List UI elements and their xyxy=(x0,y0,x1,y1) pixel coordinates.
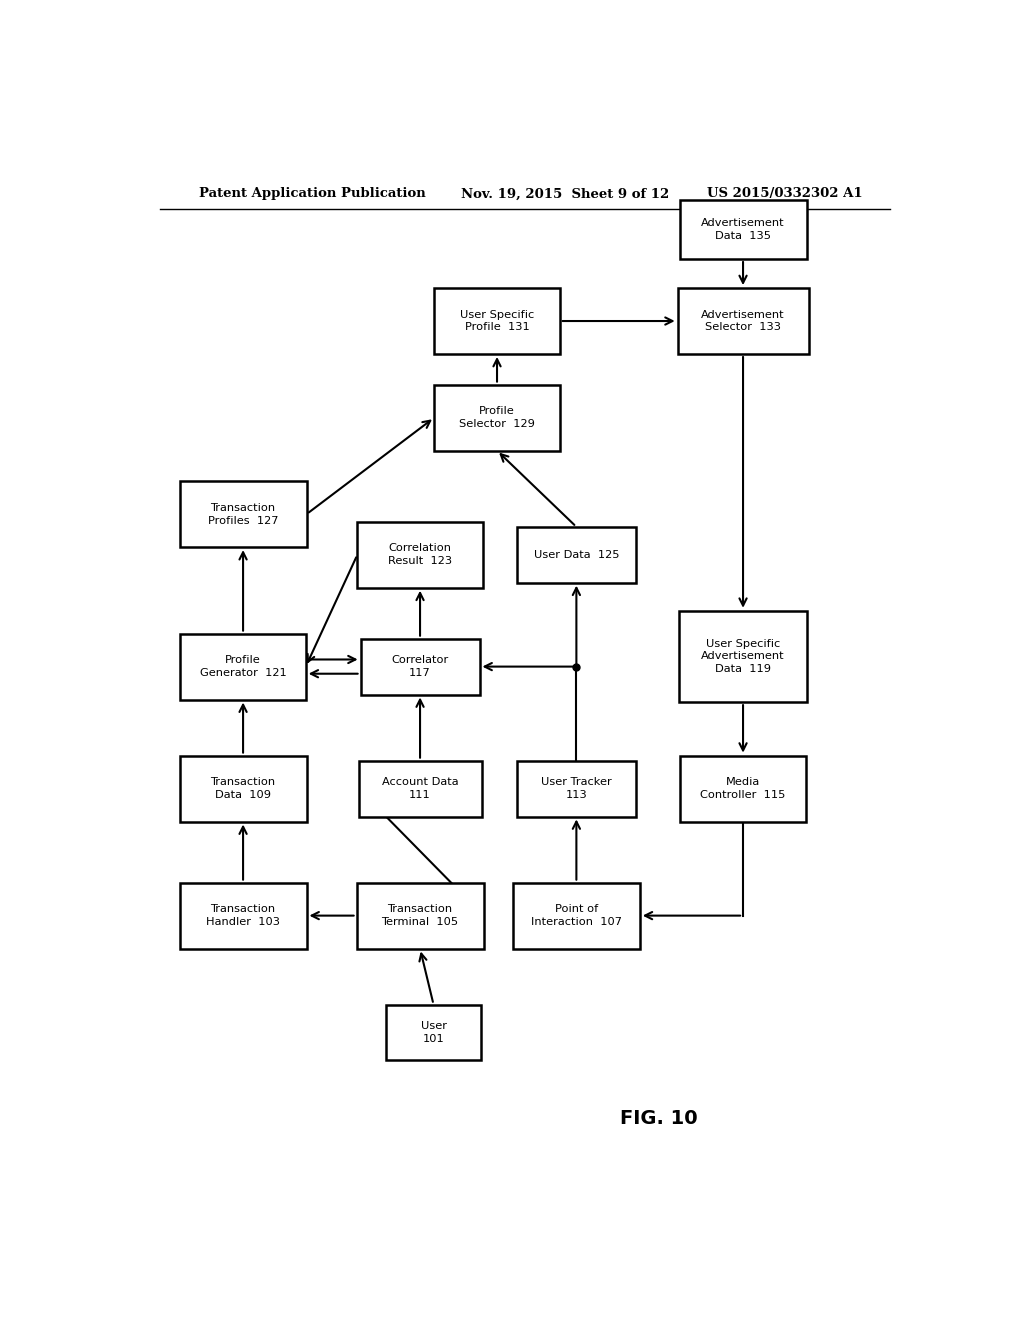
Text: Patent Application Publication: Patent Application Publication xyxy=(200,187,426,201)
Text: Transaction
Data  109: Transaction Data 109 xyxy=(211,777,275,800)
Text: Correlator
117: Correlator 117 xyxy=(391,655,449,678)
Text: Profile
Selector  129: Profile Selector 129 xyxy=(459,407,535,429)
Text: Nov. 19, 2015  Sheet 9 of 12: Nov. 19, 2015 Sheet 9 of 12 xyxy=(461,187,670,201)
FancyBboxPatch shape xyxy=(679,611,807,702)
Text: User
101: User 101 xyxy=(421,1022,446,1044)
Text: Correlation
Result  123: Correlation Result 123 xyxy=(388,544,453,566)
FancyBboxPatch shape xyxy=(357,521,482,587)
FancyBboxPatch shape xyxy=(434,384,560,450)
FancyBboxPatch shape xyxy=(517,760,636,817)
Text: Transaction
Profiles  127: Transaction Profiles 127 xyxy=(208,503,279,525)
FancyBboxPatch shape xyxy=(179,755,306,821)
Text: Profile
Generator  121: Profile Generator 121 xyxy=(200,655,287,678)
FancyBboxPatch shape xyxy=(358,760,481,817)
FancyBboxPatch shape xyxy=(434,288,560,354)
Text: Point of
Interaction  107: Point of Interaction 107 xyxy=(530,904,622,927)
Text: Transaction
Handler  103: Transaction Handler 103 xyxy=(206,904,281,927)
Text: User Tracker
113: User Tracker 113 xyxy=(541,777,611,800)
Text: User Data  125: User Data 125 xyxy=(534,550,620,560)
FancyBboxPatch shape xyxy=(517,527,636,582)
FancyBboxPatch shape xyxy=(179,480,306,548)
Text: Transaction
Terminal  105: Transaction Terminal 105 xyxy=(382,904,459,927)
FancyBboxPatch shape xyxy=(180,634,306,700)
FancyBboxPatch shape xyxy=(356,883,483,949)
Text: Account Data
111: Account Data 111 xyxy=(382,777,459,800)
FancyBboxPatch shape xyxy=(678,288,809,354)
Text: FIG. 10: FIG. 10 xyxy=(620,1109,697,1129)
FancyBboxPatch shape xyxy=(360,639,479,694)
FancyBboxPatch shape xyxy=(386,1005,481,1060)
FancyBboxPatch shape xyxy=(680,201,807,259)
Text: US 2015/0332302 A1: US 2015/0332302 A1 xyxy=(708,187,863,201)
FancyBboxPatch shape xyxy=(680,755,806,821)
Text: User Specific
Profile  131: User Specific Profile 131 xyxy=(460,310,535,333)
Text: Advertisement
Selector  133: Advertisement Selector 133 xyxy=(701,310,784,333)
Text: Media
Controller  115: Media Controller 115 xyxy=(700,777,785,800)
Text: Advertisement
Data  135: Advertisement Data 135 xyxy=(701,218,784,242)
Text: User Specific
Advertisement
Data  119: User Specific Advertisement Data 119 xyxy=(701,639,784,675)
FancyBboxPatch shape xyxy=(179,883,306,949)
FancyBboxPatch shape xyxy=(513,883,640,949)
